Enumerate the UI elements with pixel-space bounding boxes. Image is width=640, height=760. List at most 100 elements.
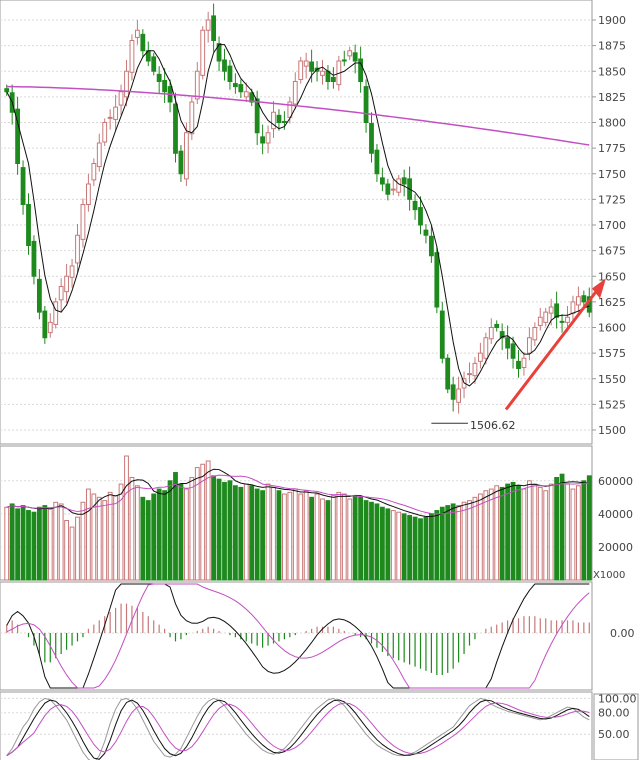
- candle-body: [554, 303, 560, 318]
- volume-bar: [575, 485, 581, 581]
- volume-bar: [445, 505, 451, 581]
- volume-bar: [292, 488, 298, 581]
- candle-body: [434, 252, 440, 308]
- candle-body: [271, 111, 276, 130]
- candle-body: [385, 183, 391, 195]
- price-tick-label: 1775: [598, 142, 626, 155]
- volume-bar: [526, 480, 532, 581]
- candle-body: [341, 59, 347, 62]
- volume-bar: [358, 496, 364, 581]
- candle-body: [134, 29, 140, 38]
- candle-body: [118, 91, 124, 106]
- candle-body: [91, 163, 97, 181]
- candle-body: [173, 103, 178, 154]
- candle-body: [15, 108, 21, 165]
- volume-bar: [227, 480, 233, 581]
- volume-bar: [276, 490, 282, 581]
- candle-body: [543, 311, 549, 323]
- candle-body: [477, 352, 483, 362]
- volume-bar: [178, 483, 184, 581]
- volume-bar: [374, 503, 380, 581]
- ma-short-line: [6, 44, 590, 387]
- volume-bar: [205, 460, 211, 581]
- volume-bar: [439, 506, 445, 581]
- candle-body: [347, 50, 353, 57]
- candle-body: [211, 15, 217, 41]
- candle-body: [107, 116, 113, 119]
- candle-body: [396, 178, 402, 193]
- candle-body: [374, 149, 380, 175]
- price-tick-label: 1575: [598, 347, 626, 360]
- candle-body: [428, 235, 434, 257]
- candle-body: [205, 19, 211, 31]
- candle-body: [96, 142, 102, 168]
- candle-body: [570, 301, 576, 314]
- candle-body: [85, 183, 91, 205]
- candle-body: [559, 320, 565, 323]
- volume-bar: [118, 483, 124, 581]
- candle-body: [379, 177, 385, 185]
- candle-body: [526, 337, 532, 354]
- candle-body: [243, 91, 249, 98]
- candle-body: [64, 275, 70, 293]
- volume-bar: [472, 496, 478, 581]
- candle-body: [298, 60, 304, 80]
- price-tick-label: 1850: [598, 65, 626, 78]
- candle-body: [537, 316, 543, 326]
- volume-bar: [516, 485, 521, 581]
- volume-bar: [407, 515, 413, 581]
- trend-arrow-head: [592, 278, 606, 299]
- candle-body: [31, 240, 37, 277]
- candle-body: [472, 362, 478, 377]
- volume-bar: [271, 486, 276, 581]
- candle-body: [36, 278, 42, 313]
- volume-bar: [565, 483, 570, 581]
- price-tick-label: 1875: [598, 40, 626, 53]
- candle-body: [20, 167, 26, 206]
- volume-bar: [64, 519, 70, 581]
- candle-body: [548, 306, 554, 314]
- volume-bar: [173, 472, 178, 581]
- volume-bar: [20, 505, 26, 581]
- volume-bar: [183, 488, 189, 581]
- candle-body: [516, 360, 521, 370]
- volume-bar: [385, 508, 391, 581]
- candle-body: [456, 388, 462, 403]
- candle-body: [483, 337, 489, 359]
- candle-body: [200, 29, 206, 76]
- volume-bar: [145, 500, 151, 581]
- volume-bar: [31, 511, 37, 581]
- volume-bar: [363, 500, 369, 581]
- candle-body: [238, 84, 244, 93]
- candle-body: [4, 88, 10, 93]
- volume-bar: [216, 478, 222, 581]
- volume-bar: [238, 486, 244, 581]
- candle-body: [260, 136, 266, 144]
- candle-body: [194, 70, 200, 100]
- volume-bar: [129, 476, 135, 581]
- volume-bar: [341, 493, 347, 581]
- oscillator-k-line: [6, 697, 590, 760]
- candle-body: [439, 310, 445, 359]
- candle-body: [58, 286, 64, 301]
- volume-bar: [281, 493, 287, 581]
- volume-bar: [42, 505, 48, 581]
- price-tick-label: 1675: [598, 245, 626, 258]
- oscillator-d-line: [6, 699, 590, 760]
- volume-ma-long: [6, 474, 590, 515]
- candle-body: [488, 327, 494, 340]
- volume-bar: [347, 498, 353, 581]
- macd-dif-line: [6, 583, 590, 689]
- volume-bar: [467, 500, 472, 581]
- candle-body: [532, 327, 538, 341]
- volume-bar: [401, 513, 407, 581]
- volume-ma-short: [6, 468, 590, 518]
- volume-bar: [287, 491, 293, 581]
- volume-bar: [156, 488, 162, 581]
- oscillator-panel: 50.00 80.00 100.00: [0, 691, 639, 760]
- candle-body: [232, 83, 238, 88]
- candle-body: [581, 295, 587, 303]
- volume-bar: [85, 488, 91, 581]
- volume-bar: [379, 506, 385, 581]
- candle-body: [358, 58, 364, 82]
